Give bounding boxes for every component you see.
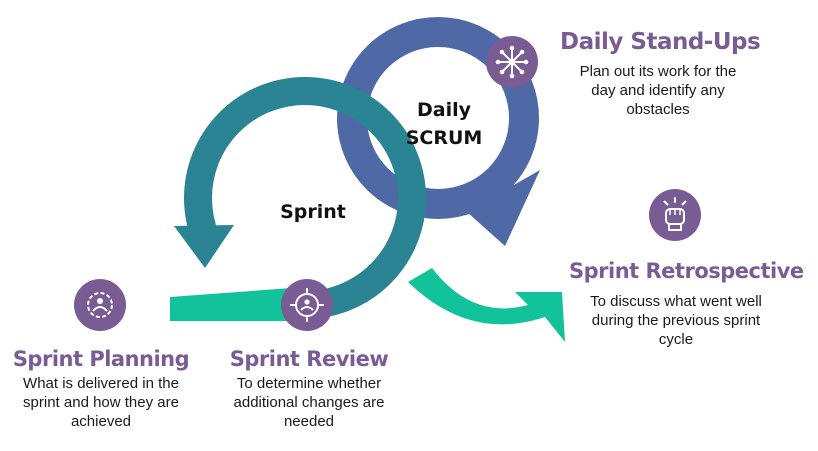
sprint-retrospective-block: Sprint Retrospective To discuss what wen… — [569, 256, 804, 349]
daily-standups-title: Daily Stand-Ups — [560, 29, 761, 55]
sprint-review-icon — [281, 279, 333, 331]
sprint-label: Sprint — [280, 201, 346, 223]
sprint-planning-icon — [74, 279, 126, 331]
sprint-loop-arrowhead — [174, 225, 234, 268]
sprint-retrospective-icon — [649, 189, 701, 241]
sprint-planning-description: What is delivered in the sprint and how … — [23, 375, 179, 430]
daily-standups-description: Plan out its work for the day and identi… — [579, 63, 737, 118]
daily-standups-block: Daily Stand-Ups Plan out its work for th… — [560, 26, 761, 119]
daily-scrum-label-line1: Daily — [416, 99, 471, 121]
daily-standups-icon — [486, 36, 538, 88]
sprint-retrospective-description: To discuss what went well during the pre… — [590, 293, 762, 348]
sprint-review-title: Sprint Review — [229, 347, 389, 371]
sprint-review-description: To determine whether additional changes … — [233, 375, 385, 430]
sprint-planning-title: Sprint Planning — [12, 347, 190, 371]
daily-scrum-loop — [337, 17, 540, 246]
daily-scrum-label-line2: SCRUM — [405, 127, 483, 149]
retrospective-arrow — [408, 268, 565, 342]
daily-scrum-arrowhead — [467, 170, 540, 246]
daily-scrum-label: Daily SCRUM — [396, 96, 492, 152]
sprint-planning-block: Sprint Planning What is delivered in the… — [10, 344, 192, 431]
sprint-retrospective-title: Sprint Retrospective — [569, 259, 804, 283]
sprint-planning-bar — [170, 287, 305, 321]
sprint-review-block: Sprint Review To determine whether addit… — [218, 344, 400, 431]
